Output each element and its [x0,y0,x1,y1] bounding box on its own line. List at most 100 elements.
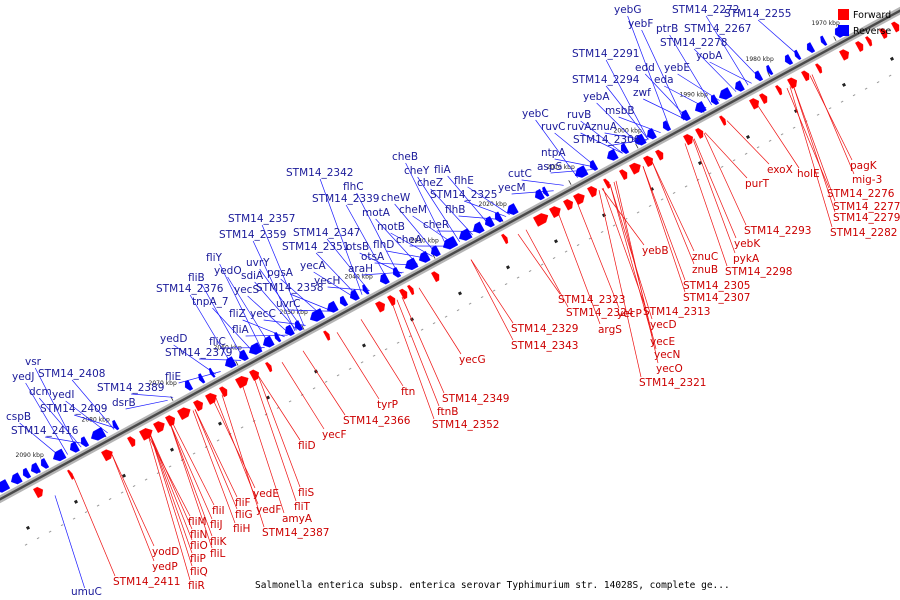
kbp-tick: 1970 kbp [812,20,840,42]
reverse-gene-label: yebG [614,4,641,16]
reverse-gene-label: yobA [696,50,723,62]
forward-gene-label: STM14_2366 [343,415,411,427]
forward-gene [205,392,217,405]
reverse-gene-label: ruvA [567,121,592,133]
reverse-gene-label: STM14_2358 [256,282,323,294]
reverse-gene-label: ruvC [541,121,566,133]
reverse-gene [23,467,32,479]
kbp-tick-label: 2080 kbp [82,416,110,423]
reverse-gene-label: cheM [399,204,427,216]
reverse-gene-label: yebF [628,18,653,30]
reverse-gene [711,94,720,106]
forward-gene-label: STM14_2293 [744,225,811,237]
reverse-gene [634,133,647,146]
reverse-gene [442,235,459,250]
reverse-gene [208,367,216,378]
forward-gene [801,70,810,82]
reverse-gene-label: STM14_2357 [228,213,295,225]
reverse-gene-label: ruvB [567,109,591,121]
forward-gene-label: yecO [656,363,683,375]
forward-gene-label: STM14_2277 [833,201,900,213]
forward-genes [33,21,900,499]
forward-gene [265,361,273,373]
reverse-gene-label: STM14_2278 [660,37,727,49]
kbp-tick: 2040 kbp [345,274,373,295]
reverse-gene [606,148,619,161]
forward-gene-label: argS [598,324,622,336]
reverse-gene [574,165,589,178]
reverse-gene-label: yedD [160,333,187,345]
reverse-gene [184,379,194,391]
forward-gene [839,49,850,61]
forward-gene [165,415,176,427]
reverse-gene-label: yecC [250,308,276,320]
reverse-gene [794,49,802,60]
forward-gene [235,375,249,389]
forward-gene [879,28,888,39]
reverse-gene-label: fliB [188,272,205,284]
forward-gene [563,199,574,211]
kbp-tick: 2010 kbp [547,164,575,185]
reverse-gene [418,250,431,263]
reverse-gene-label: cheW [381,192,411,204]
reverse-gene-label: araH [348,263,373,275]
reverse-gene-label: yecM [498,182,526,194]
forward-gene [775,85,783,96]
reverse-gene-label: STM14_2255 [724,8,791,20]
reverse-gene-label: STM14_2379 [165,347,232,359]
forward-gene-label: yebK [734,238,761,250]
reverse-gene [262,335,275,348]
reverse-gene [718,87,733,100]
forward-gene-label: fliP [190,553,206,565]
forward-gene [153,421,165,434]
reverse-genes [0,26,844,493]
legend-forward-label: Forward [853,10,891,21]
forward-gene [629,162,641,175]
reverse-gene [755,70,764,82]
forward-gene-label: ftn [401,386,415,398]
reverse-gene-label: dcm [29,386,52,398]
reverse-gene-label: motB [377,221,405,233]
reverse-gene [41,458,50,469]
reverse-gene [30,462,41,474]
reverse-gene-label: flhB [445,204,465,216]
forward-gene [533,213,549,227]
forward-gene-label: STM14_2349 [442,393,509,405]
forward-gene [431,271,440,283]
reverse-gene [820,35,828,46]
forward-gene [815,63,823,74]
reverse-gene-label: STM14_2408 [38,368,105,380]
reverse-gene-label: aspS [537,161,563,173]
reverse-gene [309,308,326,322]
forward-gene [219,386,228,398]
reverse-gene [590,159,599,171]
legend-reverse-label: Reverse [853,26,891,37]
reverse-gene-label: fliZ [229,308,246,320]
legend: Forward Reverse [838,9,891,37]
forward-gene-label: STM14_2313 [643,306,710,318]
forward-gene-label: fliF [235,497,251,509]
forward-gene-label: fliT [294,501,311,513]
reverse-gene [326,300,339,313]
forward-gene [749,98,760,110]
reverse-gene-label: tnpA_7 [192,296,229,308]
reverse-gene [646,128,657,140]
reverse-gene [694,101,707,113]
forward-gene [67,469,74,480]
reverse-gene [112,419,120,431]
reverse-gene-label: uvrY [246,257,270,269]
reverse-gene [785,54,794,65]
forward-gene [619,169,628,181]
forward-leader-lines [72,74,855,581]
reverse-gene-label: umuC [71,586,102,598]
reverse-gene [621,143,630,155]
forward-gene [139,428,153,441]
forward-gene [33,486,44,499]
forward-gene-label: znuB [692,264,718,276]
forward-gene [323,330,331,341]
forward-gene [177,407,191,421]
forward-gene-label: yodD [152,546,179,558]
reverse-gene [198,373,206,384]
